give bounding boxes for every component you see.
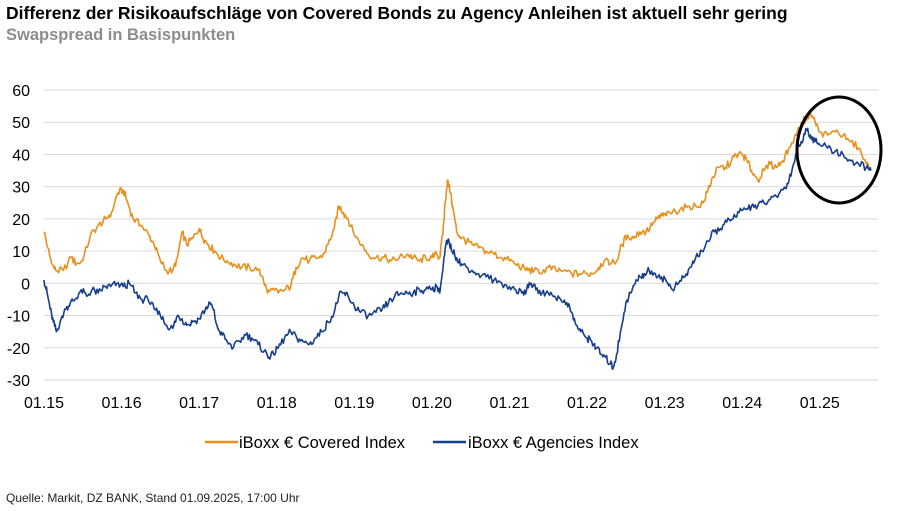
legend-label: iBoxx € Covered Index [239,434,406,452]
y-axis-ticks: 60 50 40 30 20 10 0 -10 -20 -30 [7,83,30,390]
highlight-circle [795,95,883,205]
x-tick-label: 01.25 [800,395,840,412]
grid-lines [44,89,878,381]
y-tick-label: 50 [12,115,30,132]
series-lines [43,109,872,370]
y-tick-label: -10 [7,309,30,326]
x-tick-label: 01.18 [257,395,297,412]
x-tick-label: 01.24 [722,395,762,412]
y-tick-label: -30 [7,373,30,390]
x-tick-label: 01.21 [489,395,529,412]
series-line-covered [43,109,872,294]
series-line-agencies [43,127,872,370]
x-tick-label: 01.17 [179,395,219,412]
legend-label: iBoxx € Agencies Index [468,434,639,452]
chart-title: Differenz der Risikoaufschläge von Cover… [6,3,788,23]
y-tick-label: 40 [12,147,30,164]
source-note: Quelle: Markit, DZ BANK, Stand 01.09.202… [6,491,300,505]
y-tick-label: 20 [12,212,30,229]
x-axis-ticks: 01.15 01.16 01.17 01.18 01.19 01.20 01.21 01.22… [24,395,840,412]
x-tick-label: 01.20 [412,395,452,412]
x-tick-label: 01.15 [24,395,64,412]
y-tick-label: 0 [21,276,30,293]
x-tick-label: 01.19 [334,395,374,412]
x-tick-label: 01.16 [102,395,142,412]
x-tick-label: 01.23 [645,395,685,412]
y-tick-label: 10 [12,244,30,261]
y-tick-label: -20 [7,341,30,358]
x-tick-label: 01.22 [567,395,607,412]
y-tick-label: 30 [12,180,30,197]
legend: iBoxx € Covered Index iBoxx € Agencies In… [205,434,639,452]
chart-subtitle: Swapspread in Basispunkten [6,26,236,44]
y-tick-label: 60 [12,83,30,100]
